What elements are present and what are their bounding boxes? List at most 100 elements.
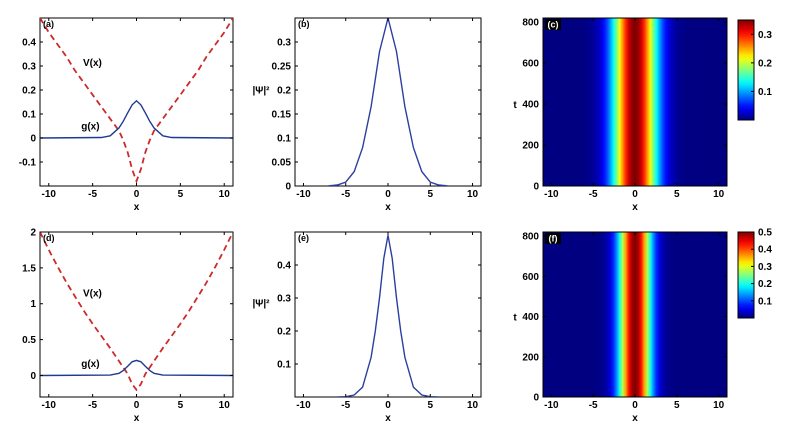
panel-c: -10 -5 0 5 10 0 200 400 600 800 x t (c) 0.1 0.2 0.3 (513, 17, 772, 213)
x-tick-label: 0 (134, 400, 140, 411)
y-tick-label: 1 (30, 299, 36, 310)
colorbar-tick-label: 0.3 (758, 262, 772, 273)
panel-f: -10 -5 0 5 10 0 200 400 600 800 x t (f) 0.1 0.2 0.3 0.4 0… (513, 228, 772, 425)
x-tick-label: -5 (88, 400, 97, 411)
x-tick-label: -10 (544, 189, 559, 200)
colorbar-tick-label: 0.1 (758, 296, 772, 307)
axes-frame (294, 17, 482, 187)
x-tick-label: 5 (674, 189, 680, 200)
x-tick-label: 5 (178, 189, 184, 200)
panel-label: (c) (548, 20, 559, 30)
colorbar-tick-label: 0.2 (758, 279, 772, 290)
profile-series-line (328, 18, 448, 186)
x-tick-label: 10 (467, 400, 479, 411)
x-tick-label: -10 (296, 400, 311, 411)
profile-series-line (337, 235, 439, 397)
colorbar-tick-label: 0.4 (758, 245, 772, 256)
series-annotation: g(x) (81, 359, 99, 370)
x-tick-label: -5 (341, 189, 350, 200)
y-tick-label: 800 (522, 232, 539, 243)
y-tick-label: 0.4 (277, 261, 291, 272)
y-tick-label: 0.3 (277, 38, 291, 49)
x-tick-label: 10 (467, 189, 479, 200)
y-tick-label: 0.05 (272, 158, 292, 169)
x-axis-label: x (134, 202, 140, 213)
vx-series-line (40, 232, 233, 392)
y-tick-label: 0.1 (277, 360, 291, 371)
y-tick-label: 800 (522, 18, 539, 29)
colorbar-tick-label: 0.2 (758, 58, 772, 69)
panel-b: -10 -5 0 5 10 0 0.05 0.1 0.15 0.2 0.25 0.3 x |Ψ|² (b) (252, 17, 482, 213)
colorbar (737, 231, 755, 319)
x-tick-label: -10 (42, 400, 57, 411)
colorbar (737, 19, 755, 121)
y-tick-label: 0.5 (22, 335, 36, 346)
axes-frame (39, 231, 234, 398)
x-tick-label: 0 (632, 189, 638, 200)
y-tick-label: 0.3 (277, 294, 291, 305)
y-tick-label: 0.15 (272, 110, 292, 121)
x-tick-label: 10 (713, 189, 725, 200)
series-annotation: g(x) (81, 122, 99, 133)
panel-label: (e) (298, 233, 309, 243)
colorbar-tick-label: 0.1 (758, 87, 772, 98)
panel-label: (f) (549, 234, 558, 244)
y-axis-label: t (513, 100, 517, 111)
y-tick-label: 0.2 (277, 86, 291, 97)
x-tick-label: 5 (674, 400, 680, 411)
y-tick-label: 400 (522, 100, 539, 111)
heatmap-image (543, 232, 727, 397)
y-axis-label: |Ψ|² (252, 298, 270, 309)
panel-label-bg (545, 19, 561, 30)
panel-a: -10 -5 0 5 10 -0.1 0 0.1 0.2 0.3 0.4 x (a) V(x) g(x) (19, 17, 234, 213)
gx-series-line (40, 99, 233, 139)
y-axis-label: |Ψ|² (252, 86, 270, 97)
x-tick-label: -10 (296, 189, 311, 200)
x-tick-label: -5 (341, 400, 350, 411)
x-tick-label: -5 (589, 189, 598, 200)
x-tick-label: 10 (219, 189, 231, 200)
x-tick-label: -5 (589, 400, 598, 411)
y-tick-label: 0 (533, 393, 539, 404)
x-tick-label: 10 (219, 400, 231, 411)
y-tick-label: 0.25 (272, 62, 292, 73)
y-tick-label: 1.5 (22, 263, 36, 274)
x-tick-label: 0 (385, 189, 391, 200)
x-axis-label: x (385, 413, 391, 424)
panel-e: -10 -5 0 5 10 0.1 0.2 0.3 0.4 x |Ψ|² (e) (252, 231, 482, 424)
y-tick-label: 600 (522, 272, 539, 283)
panel-label: (d) (43, 233, 55, 243)
y-tick-label: -0.1 (19, 158, 37, 169)
y-axis-label: t (513, 313, 517, 324)
y-tick-label: 600 (522, 59, 539, 70)
axes-frame (294, 231, 482, 398)
gx-series-line (40, 359, 233, 377)
x-tick-label: 0 (134, 189, 140, 200)
y-tick-label: 0.3 (22, 62, 36, 73)
x-tick-label: -5 (88, 189, 97, 200)
x-tick-label: -10 (42, 189, 57, 200)
y-tick-label: 0 (533, 182, 539, 193)
y-tick-label: 0.4 (22, 38, 36, 49)
panel-d: -10 -5 0 5 10 0 0.5 1 1.5 2 x (d) V(x) g(x) (22, 228, 234, 424)
colorbar-tick-label: 0.3 (758, 30, 772, 41)
y-tick-label: 0 (285, 182, 291, 193)
y-tick-label: 200 (522, 352, 539, 363)
panel-label: (b) (298, 19, 310, 29)
colorbar-tick-label: 0.5 (758, 228, 772, 239)
series-annotation: V(x) (83, 58, 102, 69)
x-tick-label: 0 (632, 400, 638, 411)
y-tick-label: 0 (30, 371, 36, 382)
x-tick-label: -10 (544, 400, 559, 411)
x-tick-label: 10 (713, 400, 725, 411)
x-tick-label: 0 (385, 400, 391, 411)
panel-label: (a) (43, 19, 54, 29)
x-axis-label: x (632, 413, 638, 424)
y-tick-label: 400 (522, 312, 539, 323)
heatmap-image (543, 18, 727, 186)
y-tick-label: 0.1 (277, 134, 291, 145)
y-tick-label: 200 (522, 141, 539, 152)
x-axis-label: x (385, 202, 391, 213)
x-axis-label: x (632, 202, 638, 213)
